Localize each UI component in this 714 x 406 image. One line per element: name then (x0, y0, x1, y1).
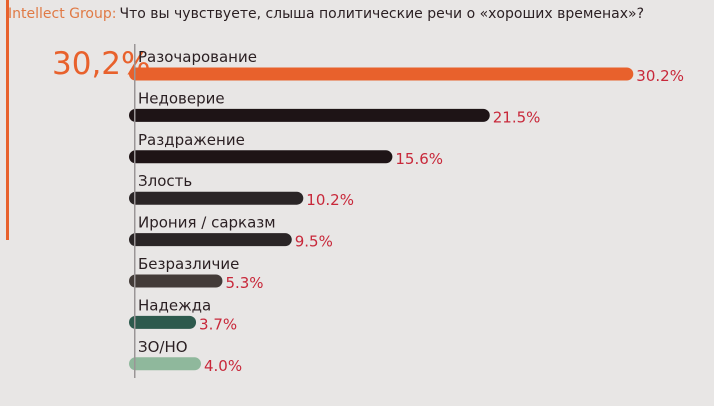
bar (129, 150, 393, 164)
category-label: Безразличие (138, 255, 239, 273)
value-label: 30.2% (636, 67, 684, 85)
bar (129, 274, 223, 288)
category-label: Недоверие (138, 89, 225, 107)
chart-header: Intellect Group: Что вы чувствуете, слыша… (8, 6, 644, 22)
category-label: Ирония / сарказм (138, 214, 276, 232)
axis-line (134, 44, 136, 378)
category-label: Надежда (138, 296, 211, 314)
value-label: 10.2% (306, 191, 354, 209)
value-label: 9.5% (295, 233, 333, 251)
question-title: Что вы чувствуете, слыша политические ре… (119, 6, 645, 22)
value-label: 15.6% (395, 150, 443, 168)
category-label: ЗО/НО (138, 338, 188, 356)
bar (129, 315, 197, 329)
value-label: 5.3% (225, 274, 263, 292)
category-label: Злость (138, 172, 192, 190)
value-label: 4.0% (204, 357, 242, 375)
bar (129, 357, 201, 371)
bar (129, 108, 490, 122)
bar (129, 67, 634, 81)
bar (129, 191, 304, 205)
value-label: 21.5% (493, 108, 541, 126)
bar (129, 233, 292, 247)
category-label: Раздражение (138, 131, 245, 149)
accent-line (6, 0, 9, 240)
category-label: Разочарование (138, 48, 257, 66)
source-label: Intellect Group: (8, 6, 117, 22)
value-label: 3.7% (199, 315, 237, 333)
